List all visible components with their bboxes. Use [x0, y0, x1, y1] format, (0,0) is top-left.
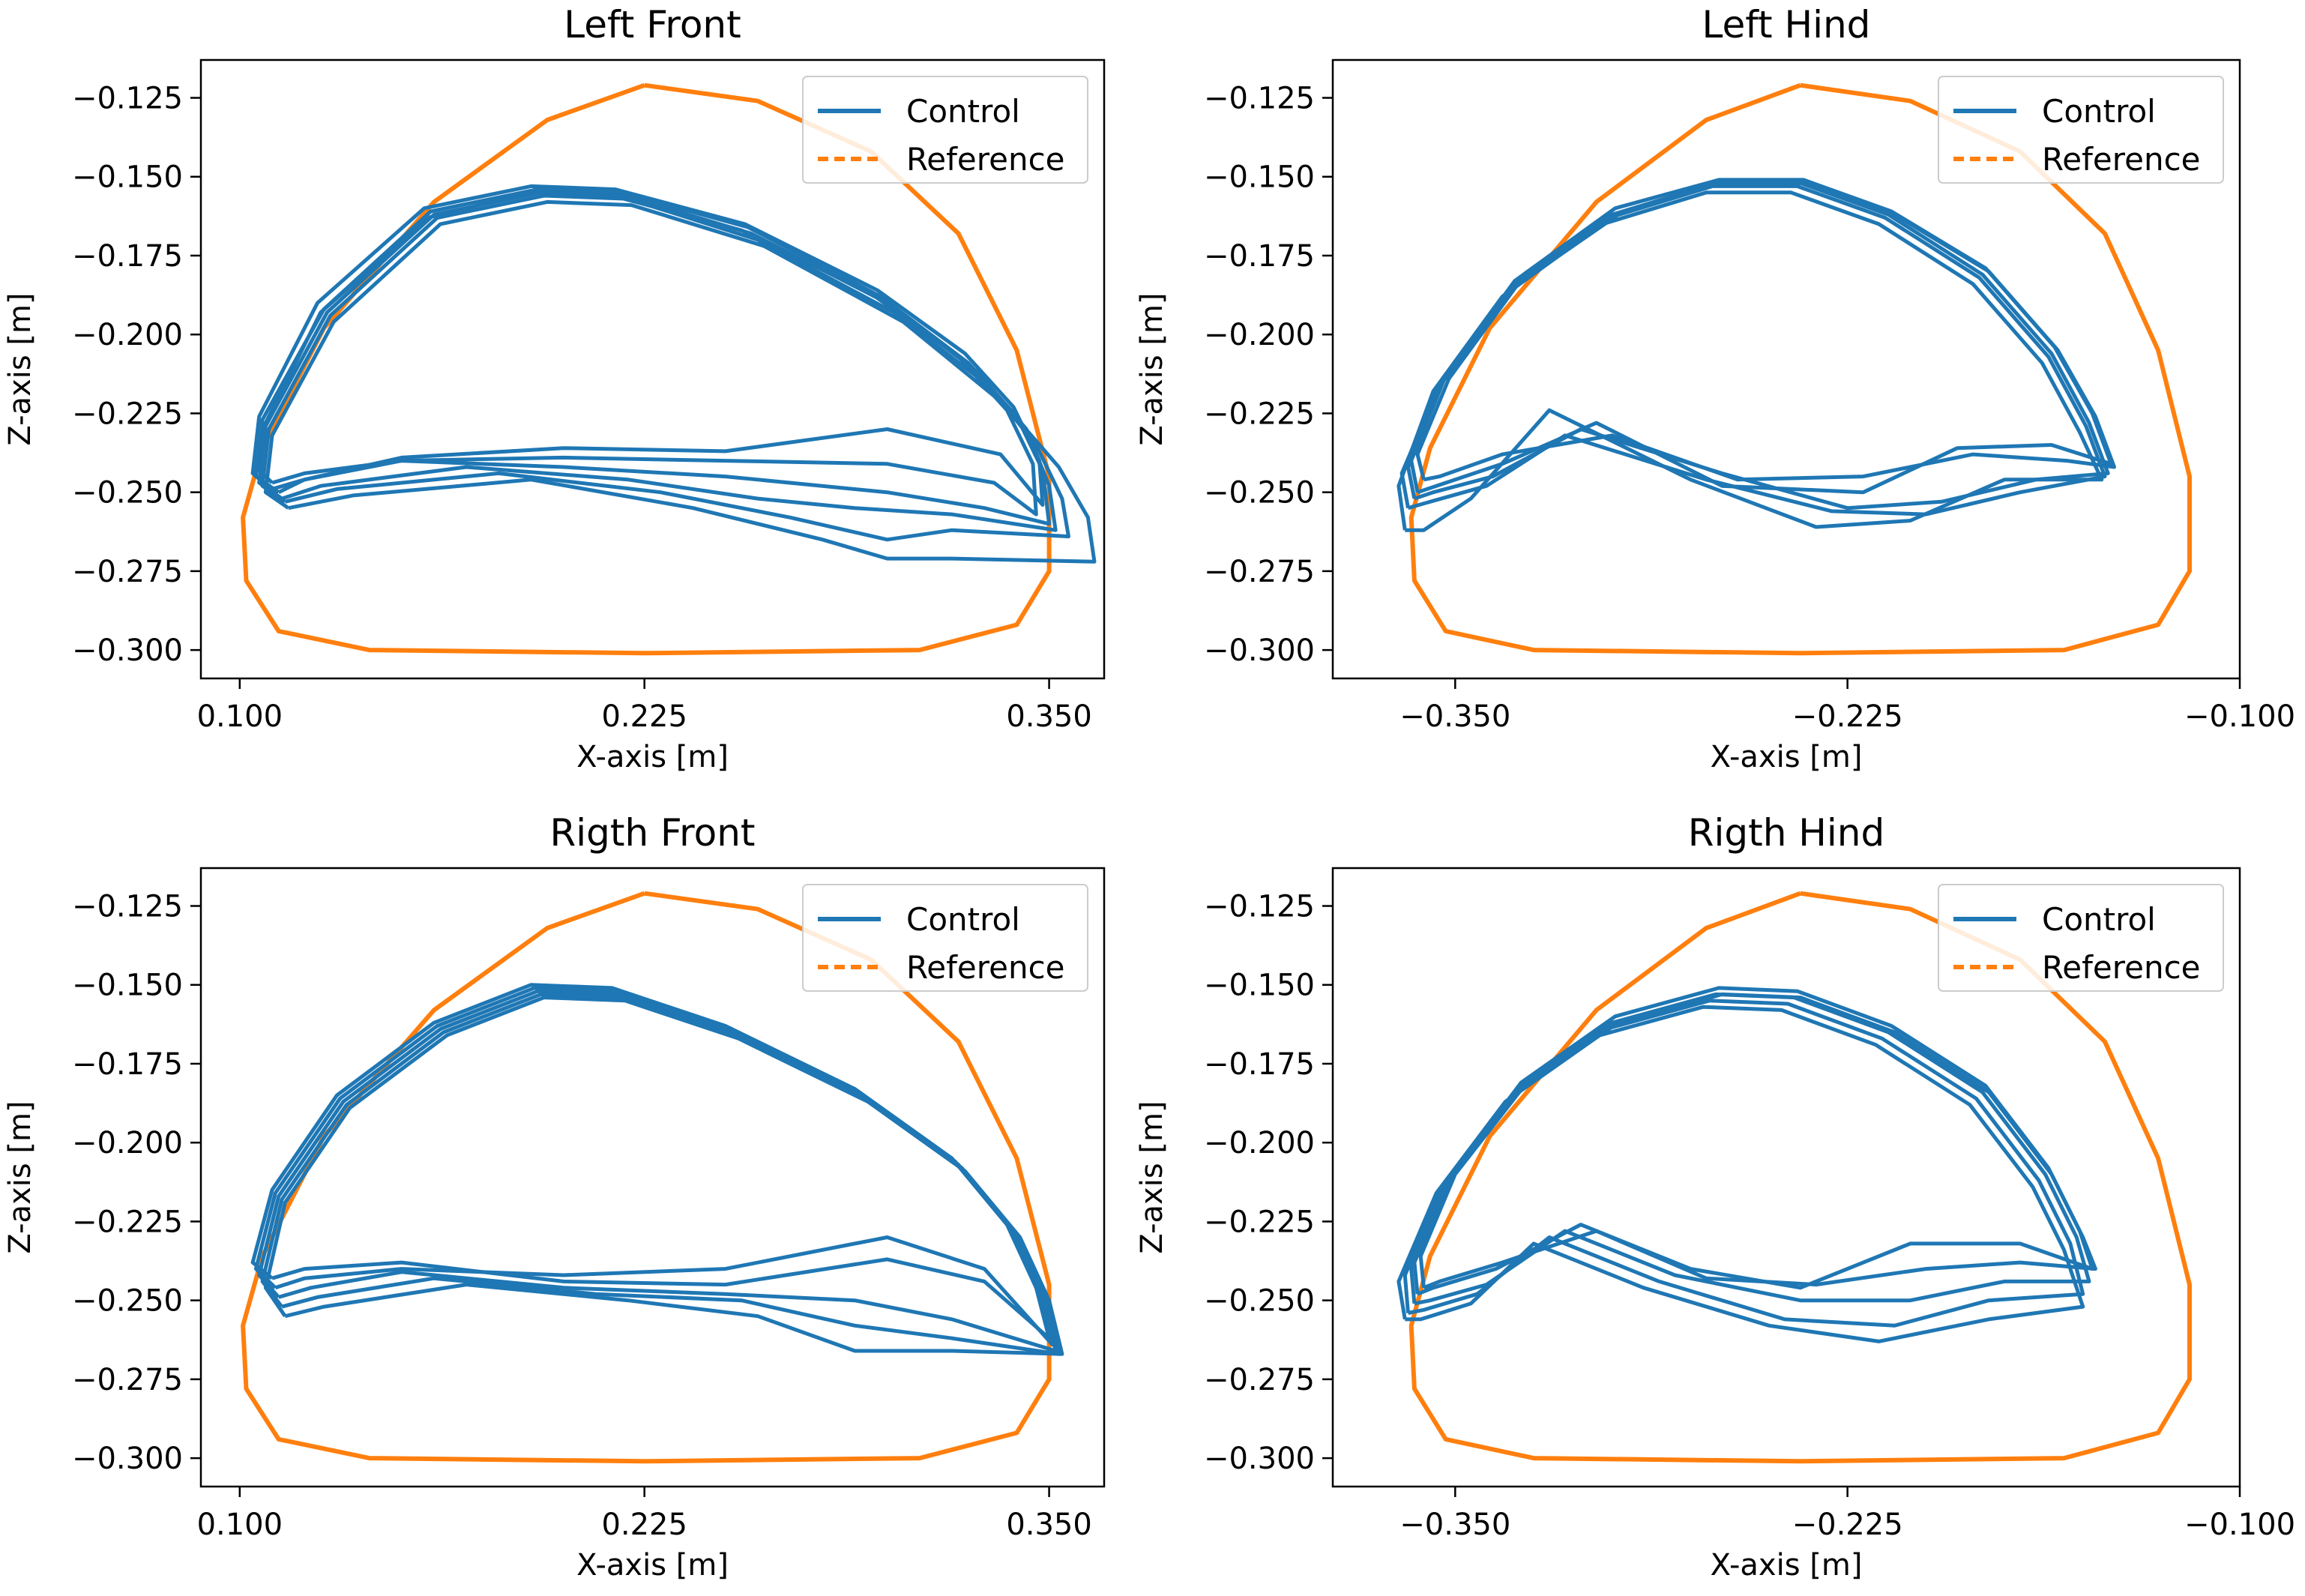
- left-hind-reference-line: [1408, 82, 2192, 656]
- rigth-hind-xtick-label: −0.100: [2184, 1508, 2295, 1542]
- left-front-ytick-label: −0.275: [72, 555, 183, 589]
- rigth-hind-panel: Rigth Hind −0.125 −0.150 −0.175 −0.200 −0.225…: [1135, 811, 2295, 1583]
- rigth-front-legend-label-control: Control: [906, 901, 1020, 938]
- rigth-hind-ytick-label: −0.150: [1204, 969, 1315, 1003]
- left-front-series: [241, 82, 1097, 656]
- left-hind-ytick-label: −0.300: [1204, 633, 1315, 668]
- rigth-hind-axes-frame: [1331, 867, 2241, 1488]
- rigth-front-ytick-label: −0.125: [72, 890, 183, 924]
- rigth-front-ylabel: Z-axis [m]: [3, 1100, 37, 1253]
- left-front-legend-label-reference: Reference: [906, 141, 1065, 178]
- left-hind-ytick-label: −0.175: [1204, 239, 1315, 274]
- rigth-hind-xlabel: X-axis [m]: [1711, 1548, 1863, 1583]
- rigth-front-series: [241, 891, 1064, 1464]
- rigth-hind-title: Rigth Hind: [1688, 811, 1884, 855]
- rigth-hind-ytick-label: −0.125: [1204, 890, 1315, 924]
- rigth-front-xtick-label: 0.350: [1006, 1508, 1092, 1542]
- rigth-hind-series: [1396, 891, 2192, 1464]
- rigth-front-axes-frame: [199, 867, 1106, 1488]
- left-front-legend-box: [802, 76, 1088, 184]
- rigth-hind-xtick-label: −0.225: [1792, 1508, 1903, 1542]
- panels: Left Front −0.125 −0.150 −0.175 −0.200 −0.225…: [3, 3, 2295, 1583]
- rigth-hind-ytick-label: −0.250: [1204, 1284, 1315, 1319]
- rigth-hind-ytick-label: −0.300: [1204, 1442, 1315, 1476]
- left-front-ytick-label: −0.225: [72, 397, 183, 431]
- left-front-legend: Control Reference: [802, 76, 1088, 184]
- left-front-ytick-label: −0.150: [72, 160, 183, 195]
- left-hind-legend-label-reference: Reference: [2042, 141, 2201, 178]
- left-hind-ytick-label: −0.150: [1204, 160, 1315, 195]
- left-hind-xlabel: X-axis [m]: [1711, 740, 1863, 774]
- left-hind-legend-label-control: Control: [2042, 93, 2156, 130]
- left-front-ytick-label: −0.200: [72, 318, 183, 352]
- left-front-panel: Left Front −0.125 −0.150 −0.175 −0.200 −0.225…: [3, 3, 1106, 774]
- rigth-front-panel: Rigth Front −0.125 −0.150 −0.175 −0.200 −0.22…: [3, 811, 1106, 1583]
- left-hind-ytick-label: −0.275: [1204, 555, 1315, 589]
- rigth-front-ytick-label: −0.300: [72, 1442, 183, 1476]
- rigth-front-title: Rigth Front: [549, 811, 755, 855]
- left-front-legend-label-control: Control: [906, 93, 1020, 130]
- left-front-ytick-label: −0.250: [72, 476, 183, 511]
- left-hind-ytick-label: −0.125: [1204, 82, 1315, 116]
- left-hind-xtick-label: −0.100: [2184, 699, 2295, 734]
- rigth-front-ytick-label: −0.200: [72, 1126, 183, 1160]
- left-front-xlabel: X-axis [m]: [576, 740, 729, 774]
- rigth-front-ytick-label: −0.250: [72, 1284, 183, 1319]
- left-hind-legend: Control Reference: [1938, 76, 2224, 184]
- rigth-front-legend: Control Reference: [802, 884, 1088, 992]
- rigth-hind-ytick-label: −0.175: [1204, 1047, 1315, 1082]
- rigth-hind-ylabel: Z-axis [m]: [1135, 1100, 1169, 1253]
- rigth-hind-legend-label-control: Control: [2042, 901, 2156, 938]
- left-front-xtick-label: 0.100: [197, 699, 283, 734]
- rigth-front-xtick-label: 0.100: [197, 1508, 283, 1542]
- rigth-hind-legend-box: [1938, 884, 2224, 992]
- left-front-axes-frame: [199, 58, 1106, 680]
- rigth-hind-legend-label-reference: Reference: [2042, 949, 2201, 986]
- rigth-hind-xtick-label: −0.350: [1399, 1508, 1510, 1542]
- rigth-front-legend-label-reference: Reference: [906, 949, 1065, 986]
- rigth-front-xtick-label: 0.225: [601, 1508, 687, 1542]
- left-hind-panel: Left Hind −0.125 −0.150 −0.175 −0.200 −0.225 −…: [1135, 3, 2295, 774]
- left-front-xtick-label: 0.225: [601, 699, 687, 734]
- rigth-front-ytick-label: −0.225: [72, 1205, 183, 1239]
- rigth-front-xlabel: X-axis [m]: [576, 1548, 729, 1583]
- rigth-front-ytick-label: −0.175: [72, 1047, 183, 1082]
- rigth-front-legend-box: [802, 884, 1088, 992]
- left-hind-axes-frame: [1331, 58, 2241, 680]
- rigth-front-control-cycle: [263, 996, 1064, 1356]
- left-hind-ylabel: Z-axis [m]: [1135, 292, 1169, 445]
- rigth-hind-ytick-label: −0.275: [1204, 1363, 1315, 1397]
- left-front-control-cycle: [263, 199, 1097, 564]
- left-front-control-cycle: [250, 184, 1045, 507]
- left-hind-title: Left Hind: [1702, 3, 1871, 46]
- left-front-ytick-label: −0.300: [72, 633, 183, 668]
- left-front-ytick-label: −0.125: [72, 82, 183, 116]
- left-hind-control-cycle: [1396, 190, 2104, 532]
- rigth-hind-control-cycle: [1412, 986, 2094, 1296]
- rigth-hind-ytick-label: −0.200: [1204, 1126, 1315, 1160]
- left-front-xtick-label: 0.350: [1006, 699, 1092, 734]
- rigth-hind-control-cycle: [1396, 1005, 2085, 1343]
- left-hind-ytick-label: −0.200: [1204, 318, 1315, 352]
- left-hind-xtick-label: −0.350: [1399, 699, 1510, 734]
- rigth-hind-ytick-label: −0.225: [1204, 1205, 1315, 1239]
- left-hind-series: [1396, 82, 2192, 656]
- rigth-front-ytick-label: −0.150: [72, 969, 183, 1003]
- rigth-hind-reference-line: [1408, 891, 2192, 1464]
- left-front-ytick-label: −0.175: [72, 239, 183, 274]
- left-hind-control-cycle: [1409, 178, 2113, 495]
- rigth-hind-legend: Control Reference: [1938, 884, 2224, 992]
- rigth-front-ytick-label: −0.275: [72, 1363, 183, 1397]
- left-hind-xtick-label: −0.225: [1792, 699, 1903, 734]
- left-front-ylabel: Z-axis [m]: [3, 292, 37, 445]
- left-hind-legend-box: [1938, 76, 2224, 184]
- left-hind-ytick-label: −0.225: [1204, 397, 1315, 431]
- left-hind-ytick-label: −0.250: [1204, 476, 1315, 511]
- left-front-title: Left Front: [564, 3, 741, 46]
